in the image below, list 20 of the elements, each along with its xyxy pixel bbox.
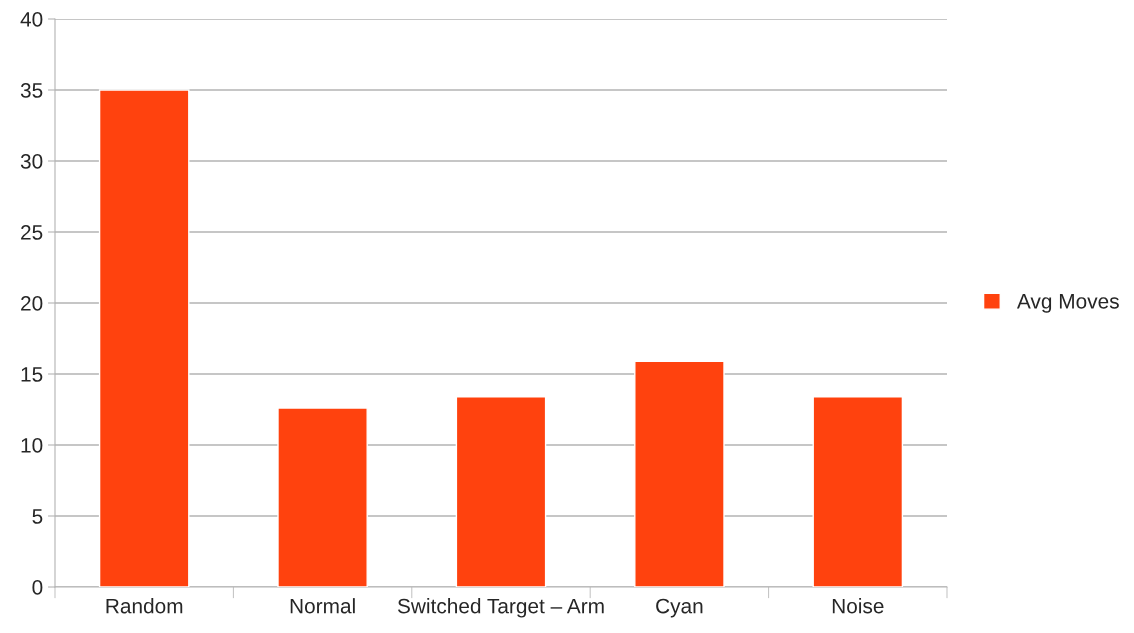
bar bbox=[812, 396, 904, 587]
bar bbox=[634, 360, 725, 587]
y-tick-label: 5 bbox=[32, 509, 43, 524]
x-tick-label: Random bbox=[106, 598, 183, 614]
bar bbox=[98, 89, 190, 587]
x-tick-label: Noise bbox=[832, 598, 884, 614]
y-tick-label: 20 bbox=[21, 296, 43, 311]
bar bbox=[455, 396, 547, 587]
y-tick-label: 25 bbox=[21, 225, 43, 240]
bar bbox=[277, 407, 368, 587]
y-tick-label: 40 bbox=[20, 12, 43, 27]
y-tick-label: 0 bbox=[32, 580, 43, 595]
x-tick-label: Normal bbox=[290, 598, 355, 614]
y-tick-label: 10 bbox=[21, 438, 43, 453]
y-tick-label: 30 bbox=[20, 154, 43, 169]
x-tick-label: Cyan bbox=[656, 598, 703, 618]
y-tick-label: 35 bbox=[20, 83, 43, 98]
x-tick-label: Switched Target – Arm bbox=[397, 598, 604, 618]
y-tick-label: 15 bbox=[21, 367, 43, 382]
legend-label: Avg Moves bbox=[1016, 294, 1119, 313]
